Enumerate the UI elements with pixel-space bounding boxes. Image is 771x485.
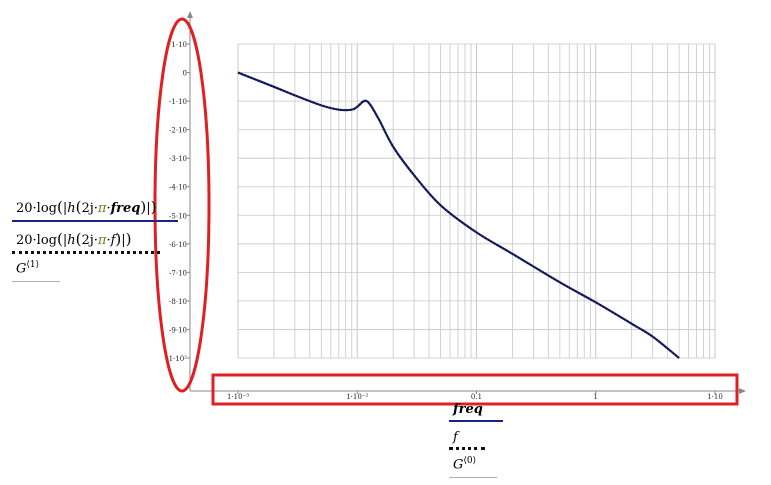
x-legend-line-1 <box>449 420 503 422</box>
x-legend-label-1: freq <box>453 402 483 417</box>
y-tick-label: -9·10 <box>169 326 187 334</box>
y-tick-label: -2·10 <box>169 127 187 135</box>
y-tick-label: -4·10 <box>169 184 187 192</box>
x-legend-line-3 <box>449 477 497 478</box>
x-tick-label: 1 <box>594 393 598 401</box>
y-legend-line-2 <box>12 251 160 254</box>
x-axis-arrow <box>739 388 746 394</box>
y-tick-label: -1·10² <box>166 355 187 363</box>
y-tick-label: -8·10 <box>169 298 187 306</box>
y-tick-label: 1·10 <box>171 41 187 49</box>
y-tick-label: -1·10 <box>169 98 187 106</box>
annotations <box>153 17 739 406</box>
x-legend-label-2: f <box>453 430 458 445</box>
x-tick-label: 0.1 <box>471 393 482 401</box>
series-line-freq <box>237 71 680 359</box>
y-legend-line-1 <box>12 220 178 222</box>
y-legend-label-3: G⟨1⟩ <box>16 260 40 277</box>
x-tick-label: 1·10⁻² <box>346 393 368 401</box>
y-tick-label: -6·10 <box>169 241 187 249</box>
y-tick-label: -3·10 <box>169 155 187 163</box>
x-tick-label: 1·10⁻³ <box>227 393 249 401</box>
x-legend-line-2 <box>449 447 485 450</box>
y-legend-label-2: 20·log(|h(2j·π·f)|) <box>16 230 132 248</box>
x-tick-labels: 1·10⁻³ 1·10⁻² 0.1 1 1·10 <box>227 391 723 401</box>
plot-series <box>237 71 680 359</box>
y-tick-labels: 1·10 0 -1·10 -2·10 -3·10 -4·10 -5·10 -6·10 -7·10… <box>166 41 190 363</box>
x-legend-label-3: G⟨0⟩ <box>453 456 477 473</box>
plot-grid <box>237 43 716 359</box>
y-legend-label-1: 20·log(|h(2j·π·freq)|) <box>16 198 157 216</box>
highlight-x-axis <box>211 373 739 406</box>
y-axis-arrow <box>187 11 193 18</box>
y-legend-line-3 <box>12 281 60 282</box>
x-tick-label: 1·10 <box>707 393 723 401</box>
y-tick-label: -5·10 <box>169 212 187 220</box>
y-tick-label: 0 <box>183 70 187 78</box>
y-tick-label: -7·10 <box>169 269 187 277</box>
highlight-y-axis <box>153 17 211 393</box>
plot-axes <box>187 11 746 394</box>
